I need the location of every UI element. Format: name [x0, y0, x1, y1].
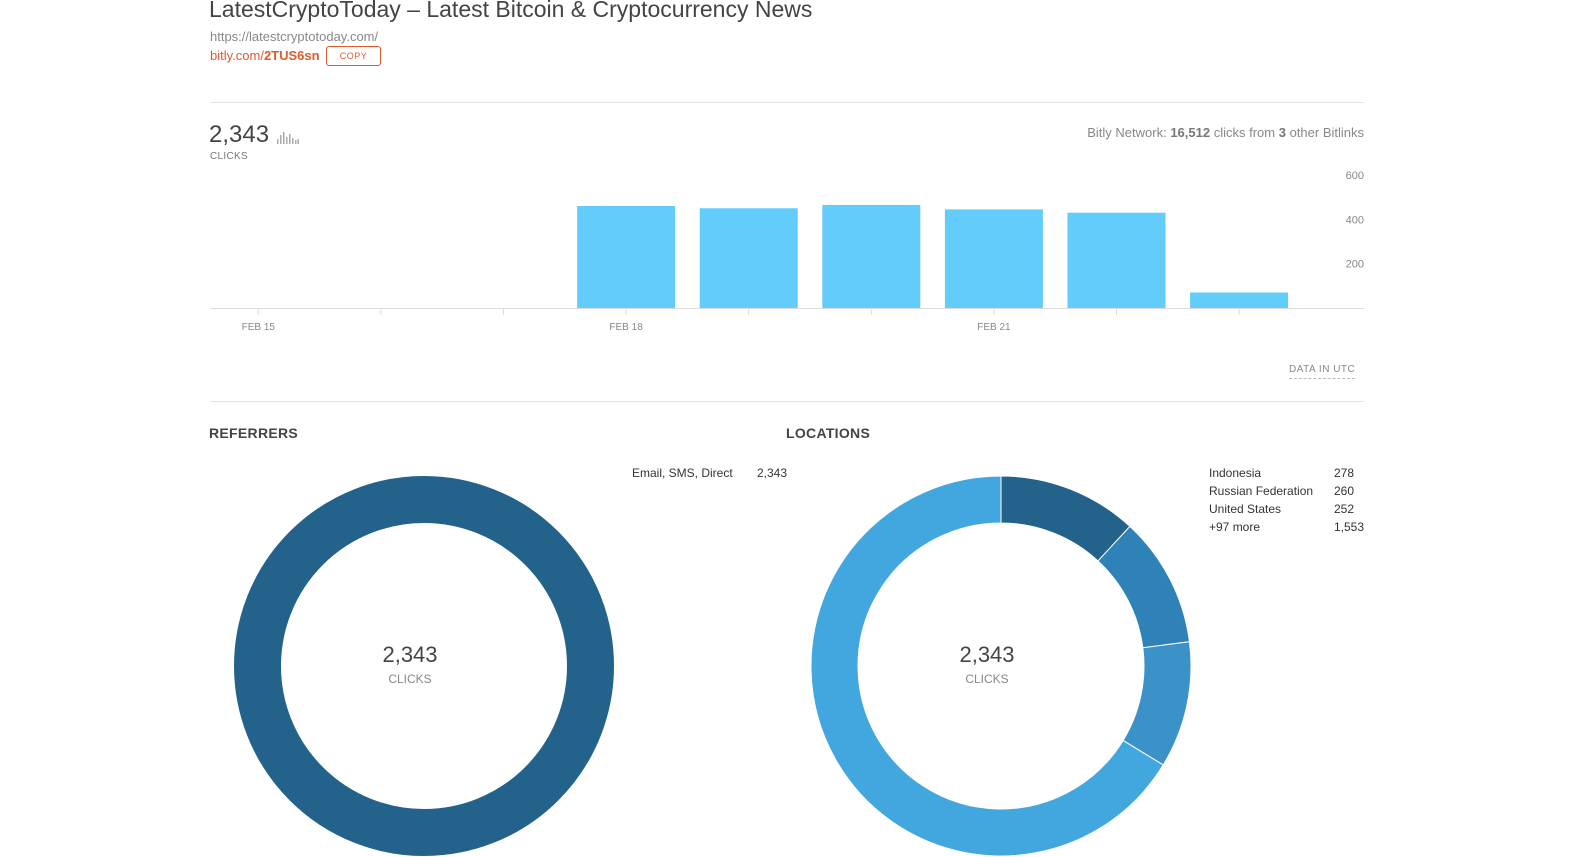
bar[interactable]: [577, 206, 676, 308]
y-tick-label: 400: [1346, 214, 1364, 226]
clicks-bar-chart: 200 400 600 FEB 15 FEB 18 FEB 21: [210, 170, 1364, 333]
locations-donut-chart: [810, 475, 1192, 857]
page-title: LatestCryptoToday – Latest Bitcoin & Cry…: [209, 0, 813, 22]
legend-item-name: United States: [1209, 502, 1282, 516]
long-url[interactable]: https://latestcryptotoday.com/: [210, 29, 379, 44]
network-count: 3: [1278, 125, 1286, 140]
data-in-utc-toggle[interactable]: DATA IN UTC: [1289, 364, 1356, 379]
legend-item-name: Email, SMS, Direct: [632, 466, 733, 480]
bitly-network-info: Bitly Network: 16,512 clicks from 3 othe…: [1087, 125, 1364, 140]
network-suffix: other Bitlinks: [1289, 125, 1364, 140]
legend-item-value: 278: [1334, 466, 1355, 480]
legend-item-name: Indonesia: [1209, 466, 1262, 480]
x-tick-label: FEB 18: [609, 322, 643, 333]
divider: [210, 102, 1364, 103]
clicks-label: CLICKS: [210, 151, 248, 162]
bar[interactable]: [699, 208, 798, 308]
legend-item-value: 1,553: [1334, 520, 1365, 534]
legend-item-name: +97 more: [1209, 520, 1261, 534]
y-tick-label: 600: [1346, 170, 1364, 182]
network-mid: clicks from: [1213, 125, 1276, 140]
divider: [210, 401, 1364, 402]
locations-donut-center: 2,343 CLICKS: [887, 642, 1087, 686]
locations-clicks-label: CLICKS: [965, 672, 1009, 686]
x-tick-label: FEB 21: [977, 322, 1011, 333]
x-tick-label: FEB 15: [242, 322, 276, 333]
total-clicks: 2,343: [209, 121, 270, 148]
short-link-domain: bitly.com/: [210, 48, 264, 63]
referrers-donut-center: 2,343 CLICKS: [310, 642, 510, 686]
legend-item-value: 2,343: [757, 466, 788, 480]
referrers-clicks-label: CLICKS: [388, 672, 432, 686]
bar-chart-icon[interactable]: [277, 132, 299, 144]
copy-button[interactable]: COPY: [326, 46, 381, 66]
legend-item-value: 252: [1334, 502, 1355, 516]
referrers-total: 2,343: [382, 642, 438, 667]
legend-item-value: 260: [1334, 484, 1355, 498]
referrers-title: REFERRERS: [209, 425, 299, 441]
bar[interactable]: [822, 204, 921, 308]
y-tick-label: 200: [1346, 259, 1364, 271]
bar[interactable]: [1067, 212, 1166, 308]
bar[interactable]: [1190, 292, 1289, 308]
short-link-code: 2TUS6sn: [263, 48, 320, 63]
network-prefix: Bitly Network:: [1087, 125, 1167, 140]
bar[interactable]: [944, 209, 1043, 308]
locations-total: 2,343: [959, 642, 1015, 667]
legend-item-name: Russian Federation: [1209, 484, 1314, 498]
network-clicks: 16,512: [1170, 125, 1211, 140]
short-link[interactable]: bitly.com/2TUS6sn: [210, 48, 320, 63]
locations-title: LOCATIONS: [786, 425, 871, 441]
